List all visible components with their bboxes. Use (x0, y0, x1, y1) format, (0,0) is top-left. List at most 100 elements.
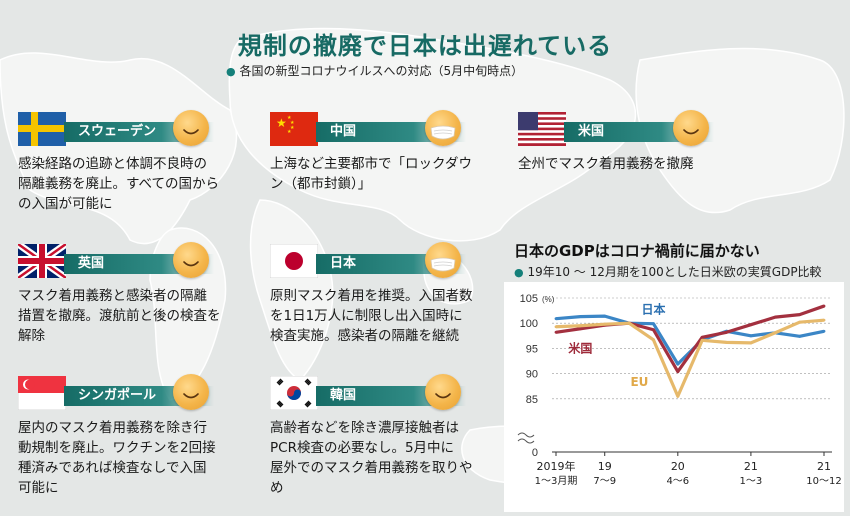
data-point (798, 320, 802, 324)
x-tick-label: 1～3月期 (535, 475, 578, 487)
x-tick-label: 21 (744, 460, 758, 473)
page-subtitle-text: 各国の新型コロナウイルスへの対応（5月中旬時点） (239, 64, 524, 78)
series-label: EU (630, 375, 648, 389)
data-point (652, 322, 655, 326)
x-tick-label: 2019年 (537, 459, 576, 473)
country-description-japan: 原則マスク着用を推奨。入国者数 を1日1万人に制限し出入国時に 検査実施。感染者… (270, 286, 502, 346)
axis-break-icon (517, 432, 535, 444)
series-label: 日本 (641, 302, 665, 317)
description-line: PCR検査の必要なし。5月中に (270, 440, 455, 456)
data-point (822, 329, 826, 333)
data-point (603, 314, 607, 318)
svg-text:★: ★ (276, 116, 287, 130)
data-point (554, 325, 558, 329)
uk-flag-icon (18, 244, 66, 278)
data-point (676, 370, 680, 373)
sweden-flag-icon (18, 112, 66, 146)
country-description-usa: 全州でマスク着用義務を撤廃 (518, 154, 750, 174)
x-tick-label: 1～3 (740, 476, 763, 487)
description-line: 全州でマスク着用義務を撤廃 (518, 156, 694, 172)
svg-text:★: ★ (287, 129, 292, 135)
description-line: 種済みであれば検査なしで入国 (18, 460, 207, 476)
data-point (578, 324, 582, 328)
country-description-china: 上海など主要都市で「ロックダウ ン（都市封鎖）」 (270, 154, 502, 194)
description-line: 隔離義務を廃止。すべての国から (18, 176, 220, 192)
chart-subtitle: ● 19年10 ～ 12月期を100とした日米欧の実質GDP比較 (514, 263, 822, 280)
data-point (798, 334, 802, 338)
chart-subtitle-text: 19年10 ～ 12月期を100とした日米欧の実質GDP比較 (527, 265, 822, 279)
svg-text:★: ★ (287, 115, 292, 121)
description-line: 可能に (18, 480, 59, 496)
y-tick-label: 90 (526, 369, 538, 381)
usa-flag-icon (518, 112, 566, 146)
country-description-korea: 高齢者などを除き濃厚接触者は PCR検査の必要なし。5月中に 屋外でのマスク着用… (270, 418, 502, 498)
description-line: 解除 (18, 328, 45, 344)
svg-text:★: ★ (290, 125, 295, 131)
x-tick-label: 7～9 (593, 476, 616, 487)
country-description-singapore: 屋内のマスク着用義務を除き行 動規制を廃止。ワクチンを2回接 種済みであれば検査… (18, 418, 250, 498)
description-line: 感染経路の追跡と体調不良時の (18, 156, 207, 172)
bullet-icon: ● (514, 266, 524, 279)
china-flag-icon: ★ ★ ★ ★ ★ (270, 112, 318, 146)
description-line: 原則マスク着用を推奨。入国者数 (270, 288, 473, 304)
description-line: 検査実施。感染者の隔離を継続 (270, 328, 459, 344)
smile-face-icon (425, 374, 461, 410)
description-line: 措置を撤廃。渡航前と後の検査を (18, 308, 221, 324)
x-tick-label: 20 (671, 460, 685, 473)
description-line: の入国が可能に (18, 196, 113, 212)
description-line: 上海など主要都市で「ロックダウ (270, 156, 472, 172)
gdp-line-chart: 0 85 90 95 100 105 (%) 2019年 1～3月期 19 7～9 20 4～6 21 1～… (504, 282, 844, 512)
description-line: 高齢者などを除き濃厚接触者は (270, 420, 459, 436)
description-line: ン（都市封鎖）」 (270, 176, 372, 192)
data-point (676, 394, 680, 398)
x-tick-label: 21 (817, 460, 831, 473)
data-point (773, 331, 777, 335)
data-point (700, 338, 704, 342)
series-label: 米国 (568, 341, 592, 356)
japan-flag-icon (270, 244, 318, 278)
data-point (749, 341, 753, 345)
data-point (578, 327, 582, 331)
data-point (603, 322, 607, 326)
x-tick-label: 10～12 (806, 476, 841, 487)
chart-title: 日本のGDPはコロナ禍前に届かない (514, 242, 760, 260)
data-point (773, 315, 777, 319)
masked-face-icon (425, 242, 461, 278)
data-point (822, 304, 826, 308)
data-point (627, 321, 631, 325)
country-description-sweden: 感染経路の追跡と体調不良時の 隔離義務を廃止。すべての国から の入国が可能に (18, 154, 250, 214)
page-title: 規制の撤廃で日本は出遅れている (237, 32, 613, 60)
data-point (554, 330, 558, 334)
smile-face-icon (173, 374, 209, 410)
data-point (798, 313, 802, 317)
data-point (554, 317, 558, 321)
svg-text:★: ★ (290, 120, 295, 126)
y-tick-label: 85 (526, 394, 538, 406)
y-tick-label: 100 (520, 318, 538, 330)
description-line: マスク着用義務と感染者の隔離 (18, 288, 207, 304)
y-tick-label: 95 (526, 343, 538, 355)
korea-flag-icon (270, 376, 318, 410)
x-tick-label: 4～6 (666, 476, 689, 487)
data-point (578, 315, 582, 319)
description-line: 動規制を廃止。ワクチンを2回接 (18, 440, 216, 456)
data-point (652, 328, 655, 332)
y-unit-label: (%) (542, 295, 555, 304)
y-tick-label: 105 (520, 293, 538, 305)
smile-face-icon (173, 242, 209, 278)
data-point (725, 340, 728, 344)
data-point (676, 362, 680, 366)
country-description-uk: マスク着用義務と感染者の隔離 措置を撤廃。渡航前と後の検査を 解除 (18, 286, 250, 346)
series-line-2 (555, 318, 825, 398)
smile-face-icon (673, 110, 709, 146)
data-point (652, 338, 655, 342)
data-point (749, 323, 753, 327)
data-point (749, 334, 753, 338)
masked-face-icon (425, 110, 461, 146)
description-line: 屋外でのマスク着用義務を取りや (270, 460, 473, 476)
data-point (700, 335, 704, 339)
y-tick-label: 0 (532, 447, 538, 459)
description-line: め (270, 480, 284, 496)
description-line: を1日1万人に制限し出入国時に (270, 308, 463, 324)
data-point (822, 318, 826, 322)
